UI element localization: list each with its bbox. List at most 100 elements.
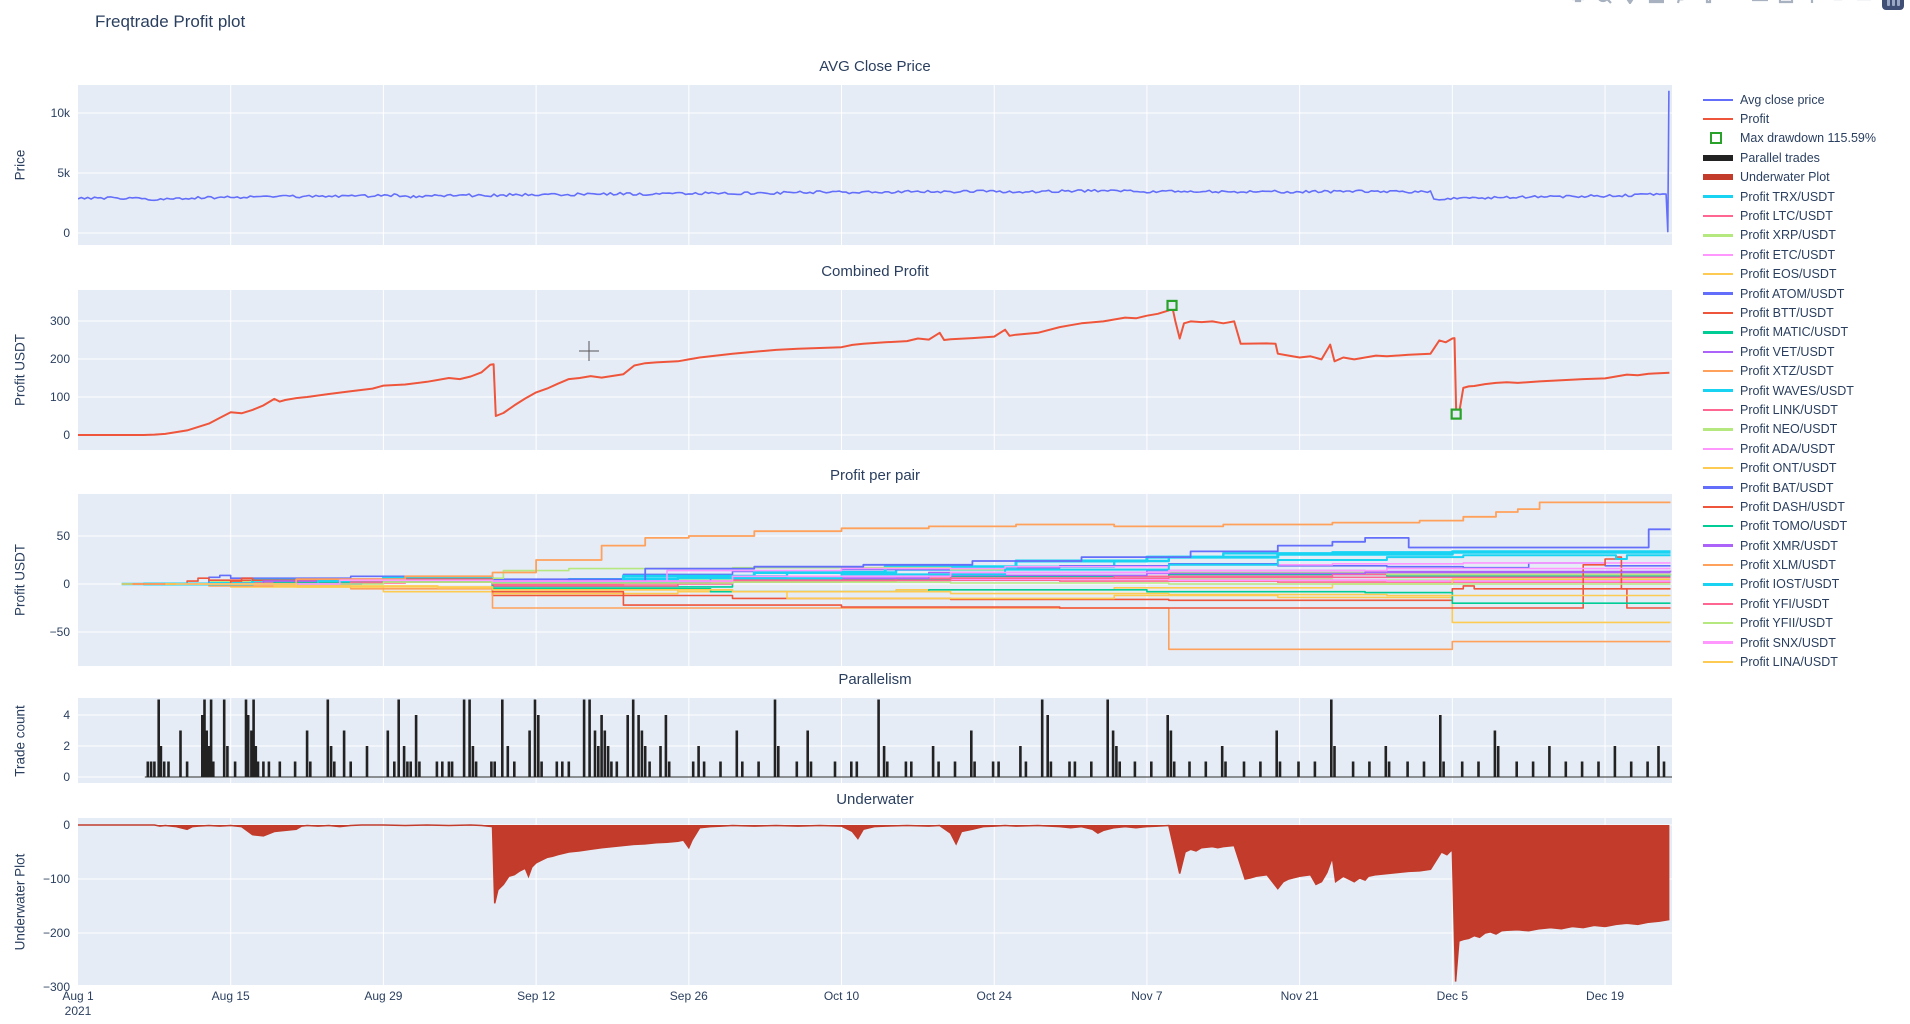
legend-item-profit[interactable]: Profit: [1703, 109, 1876, 128]
y-tick-label: 0: [63, 817, 70, 832]
legend-item-profit-ont-usdt[interactable]: Profit ONT/USDT: [1703, 458, 1876, 477]
legend-label: Profit YFI/USDT: [1740, 596, 1830, 611]
zoom-icon[interactable]: [1596, 0, 1616, 10]
legend-item-profit-iost-usdt[interactable]: Profit IOST/USDT: [1703, 575, 1876, 594]
legend-item-profit-lina-usdt[interactable]: Profit LINA/USDT: [1703, 652, 1876, 671]
download-plot-icon[interactable]: [1570, 0, 1590, 10]
legend-label: Profit BAT/USDT: [1740, 480, 1834, 495]
legend-item-profit-tomo-usdt[interactable]: Profit TOMO/USDT: [1703, 517, 1876, 536]
legend-item-profit-neo-usdt[interactable]: Profit NEO/USDT: [1703, 420, 1876, 439]
legend-swatch-icon: [1703, 486, 1733, 489]
y-tick-label: 0: [63, 576, 70, 591]
legend-item-underwater-plot[interactable]: Underwater Plot: [1703, 168, 1876, 187]
legend-label: Profit MATIC/USDT: [1740, 325, 1849, 340]
x-tick-label: Aug 1 2021: [62, 989, 94, 1018]
y-tick-label: 200: [49, 351, 70, 366]
legend-label: Profit ETC/USDT: [1740, 247, 1836, 262]
legend-item-profit-link-usdt[interactable]: Profit LINK/USDT: [1703, 400, 1876, 419]
legend-swatch-icon: [1703, 132, 1733, 145]
pan-icon[interactable]: [1622, 0, 1642, 10]
plotly-logo[interactable]: [1882, 0, 1904, 10]
x-tick-label: Nov 21: [1280, 989, 1319, 1003]
legend-swatch-icon: [1703, 292, 1733, 295]
plot-area-parallelism[interactable]: [78, 698, 1672, 783]
box-select-icon[interactable]: [1648, 0, 1668, 10]
legend-swatch-icon: [1703, 253, 1733, 257]
legend-label: Profit EOS/USDT: [1740, 267, 1837, 282]
y-tick-label: 4: [63, 707, 70, 722]
toggle-spikelines-icon[interactable]: [1804, 0, 1824, 10]
legend-item-profit-yfi-usdt[interactable]: Profit YFI/USDT: [1703, 594, 1876, 613]
legend-label: Profit IOST/USDT: [1740, 577, 1840, 592]
legend-label: Profit SNX/USDT: [1740, 635, 1836, 650]
lasso-select-icon[interactable]: [1674, 0, 1694, 10]
legend-label: Profit XLM/USDT: [1740, 558, 1836, 573]
subplot-title-avg-close-price: AVG Close Price: [819, 58, 931, 75]
x-tick-label: Dec 5: [1436, 989, 1469, 1003]
legend-swatch-icon: [1703, 369, 1733, 373]
legend-swatch-icon: [1703, 622, 1733, 625]
legend-swatch-icon: [1703, 154, 1733, 161]
plot-area-combined-profit[interactable]: [78, 290, 1672, 450]
zoom-out-icon[interactable]: [1726, 0, 1746, 10]
legend-label: Profit LTC/USDT: [1740, 209, 1833, 224]
legend-swatch-icon: [1703, 583, 1733, 586]
legend-item-profit-ada-usdt[interactable]: Profit ADA/USDT: [1703, 439, 1876, 458]
plot-area-avg-close-price[interactable]: [78, 85, 1672, 245]
legend-label: Max drawdown 115.59%: [1740, 131, 1876, 146]
legend: Avg close price Profit Max drawdown 115.59…: [1703, 90, 1876, 672]
legend-label: Profit LINA/USDT: [1740, 655, 1838, 670]
reset-axes-icon[interactable]: [1778, 0, 1798, 10]
legend-item-max-drawdown-115-59-[interactable]: Max drawdown 115.59%: [1703, 129, 1876, 148]
legend-item-profit-eos-usdt[interactable]: Profit EOS/USDT: [1703, 265, 1876, 284]
y-tick-label: 50: [56, 528, 70, 543]
legend-label: Profit YFII/USDT: [1740, 616, 1833, 631]
legend-item-profit-xrp-usdt[interactable]: Profit XRP/USDT: [1703, 226, 1876, 245]
legend-item-parallel-trades[interactable]: Parallel trades: [1703, 148, 1876, 167]
legend-item-profit-vet-usdt[interactable]: Profit VET/USDT: [1703, 342, 1876, 361]
legend-swatch-icon: [1703, 117, 1733, 121]
legend-item-profit-ltc-usdt[interactable]: Profit LTC/USDT: [1703, 206, 1876, 225]
x-tick-label: Oct 10: [823, 989, 860, 1003]
autoscale-icon[interactable]: [1752, 0, 1772, 10]
plot-area-underwater[interactable]: [78, 818, 1672, 985]
legend-swatch-icon: [1703, 428, 1733, 431]
subplot-title-profit-per-pair: Profit per pair: [829, 467, 921, 484]
legend-item-profit-etc-usdt[interactable]: Profit ETC/USDT: [1703, 245, 1876, 264]
legend-label: Profit XRP/USDT: [1740, 228, 1836, 243]
legend-swatch-icon: [1703, 174, 1733, 181]
zoom-in-icon[interactable]: [1700, 0, 1720, 10]
legend-item-profit-dash-usdt[interactable]: Profit DASH/USDT: [1703, 497, 1876, 516]
legend-item-profit-atom-usdt[interactable]: Profit ATOM/USDT: [1703, 284, 1876, 303]
legend-swatch-icon: [1703, 98, 1733, 101]
modebar: [1570, 0, 1904, 12]
legend-item-profit-trx-usdt[interactable]: Profit TRX/USDT: [1703, 187, 1876, 206]
y-tick-label: 0: [63, 769, 70, 784]
legend-item-profit-bat-usdt[interactable]: Profit BAT/USDT: [1703, 478, 1876, 497]
x-tick-label: Sep 12: [517, 989, 556, 1003]
legend-item-profit-matic-usdt[interactable]: Profit MATIC/USDT: [1703, 323, 1876, 342]
figure-title: Freqtrade Profit plot: [95, 12, 246, 31]
y-tick-label: 0: [63, 225, 70, 240]
legend-swatch-icon: [1703, 660, 1733, 664]
plot-area-profit-per-pair[interactable]: [78, 494, 1672, 666]
legend-label: Profit BTT/USDT: [1740, 305, 1834, 320]
legend-item-profit-btt-usdt[interactable]: Profit BTT/USDT: [1703, 303, 1876, 322]
legend-item-profit-waves-usdt[interactable]: Profit WAVES/USDT: [1703, 381, 1876, 400]
legend-swatch-icon: [1703, 195, 1733, 198]
legend-item-profit-snx-usdt[interactable]: Profit SNX/USDT: [1703, 633, 1876, 652]
legend-swatch-icon: [1703, 273, 1733, 276]
legend-item-profit-xlm-usdt[interactable]: Profit XLM/USDT: [1703, 555, 1876, 574]
legend-item-avg-close-price[interactable]: Avg close price: [1703, 90, 1876, 109]
legend-swatch-icon: [1703, 234, 1733, 237]
legend-item-profit-yfii-usdt[interactable]: Profit YFII/USDT: [1703, 614, 1876, 633]
legend-swatch-icon: [1703, 350, 1733, 353]
hover-compare-icon[interactable]: [1856, 0, 1876, 10]
legend-label: Profit ATOM/USDT: [1740, 286, 1845, 301]
legend-item-profit-xtz-usdt[interactable]: Profit XTZ/USDT: [1703, 361, 1876, 380]
hover-closest-icon[interactable]: [1830, 0, 1850, 10]
legend-item-profit-xmr-usdt[interactable]: Profit XMR/USDT: [1703, 536, 1876, 555]
y-tick-label: 2: [63, 738, 70, 753]
legend-label: Profit LINK/USDT: [1740, 402, 1838, 417]
subplot-title-parallelism: Parallelism: [838, 671, 912, 688]
